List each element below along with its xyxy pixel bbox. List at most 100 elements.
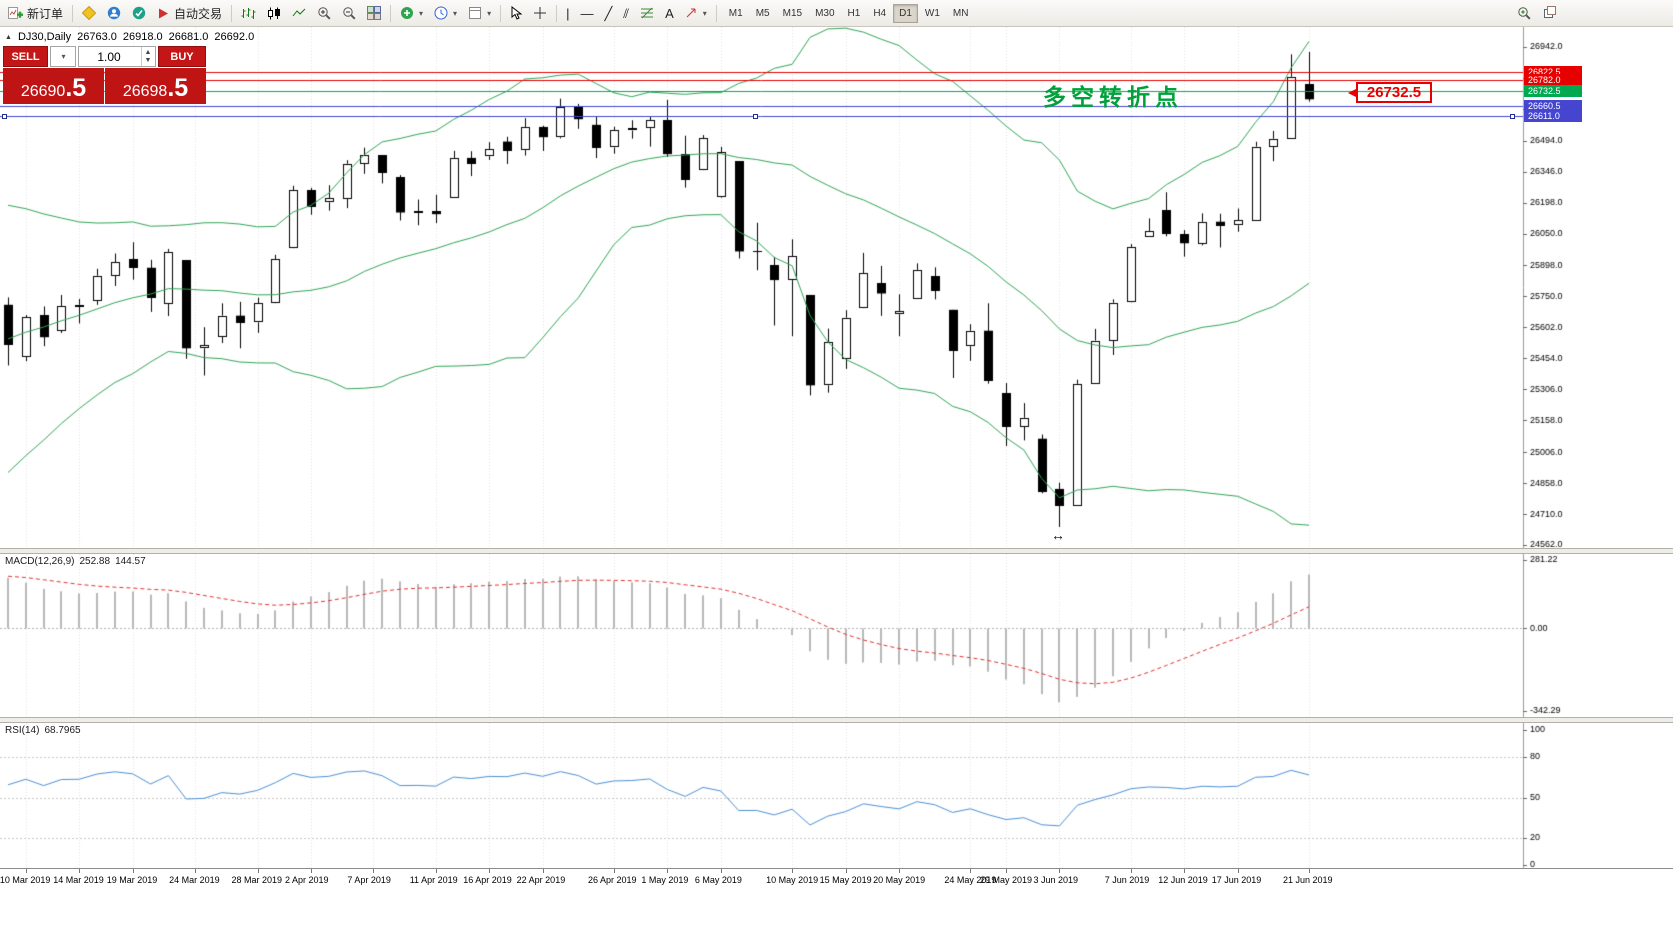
date-tick-mark: [614, 869, 615, 873]
volume-decrease-button[interactable]: ▼: [144, 56, 152, 64]
date-label: 26 Apr 2019: [587, 875, 637, 885]
main-chart-canvas[interactable]: [0, 27, 1673, 548]
new-order-label: 新订单: [27, 6, 64, 21]
date-tick-mark: [195, 869, 196, 873]
toolbar-separator: [556, 4, 558, 22]
date-label: 2 Apr 2019: [284, 875, 329, 885]
crosshair-button[interactable]: [528, 2, 552, 24]
metaeditor-icon: [82, 6, 97, 20]
price-callout-value: 26732.5: [1366, 84, 1422, 101]
date-tick-mark: [721, 869, 722, 873]
hline-drag-handle[interactable]: [1510, 113, 1515, 119]
callout-arrow-icon: [1348, 89, 1356, 97]
ohlc-low: 26681.0: [168, 31, 209, 43]
timeframe-button-m5[interactable]: M5: [750, 4, 776, 23]
vertical-line-tool-button[interactable]: |: [561, 2, 574, 24]
order-type-dropdown[interactable]: ▾: [50, 46, 76, 67]
auto-trading-button[interactable]: 自动交易: [152, 2, 227, 24]
volume-increase-button[interactable]: ▲: [144, 48, 152, 56]
timeframe-button-h1[interactable]: H1: [842, 4, 867, 23]
panel-splitter[interactable]: [0, 548, 1673, 554]
line-chart-button[interactable]: [287, 2, 311, 24]
toolbar-separator: [715, 4, 717, 22]
fibonacci-tool-button[interactable]: [635, 2, 659, 24]
community-button[interactable]: [102, 2, 126, 24]
macd-canvas[interactable]: [0, 554, 1673, 717]
bid-price-button[interactable]: 26690 .5: [3, 68, 104, 104]
timeframe-button-mn[interactable]: MN: [947, 4, 975, 23]
ohlc-close: 26692.0: [214, 31, 255, 43]
price-level-tag: 26732.5: [1524, 84, 1582, 97]
ask-price-button[interactable]: 26698 .5: [105, 68, 206, 104]
price-level-tag: 26782.0: [1524, 74, 1582, 87]
indicators-button[interactable]: ▾: [395, 2, 428, 24]
text-tool-button[interactable]: A: [660, 2, 679, 24]
timeframe-button-m15[interactable]: M15: [777, 4, 808, 23]
toolbar-separator: [390, 4, 392, 22]
channel-tool-button[interactable]: ⫽: [618, 2, 634, 24]
date-tick-mark: [899, 869, 900, 873]
date-label: 7 Jun 2019: [1104, 875, 1150, 885]
new-order-button[interactable]: 新订单: [3, 2, 68, 24]
zoom-out-button[interactable]: [337, 2, 361, 24]
date-tick-mark: [258, 869, 259, 873]
price-level-tag: 26611.0: [1524, 110, 1582, 123]
time-axis[interactable]: 10 Mar 2019 14 Mar 2019 19 Mar 2019 24 Mar …: [0, 868, 1673, 894]
metaeditor-button[interactable]: [77, 2, 101, 24]
bid-price-int: 26690: [20, 82, 66, 100]
date-label: 7 Apr 2019: [347, 875, 391, 885]
chart-collapse-icon[interactable]: ▲: [5, 33, 12, 41]
horizontal-line-tool-button[interactable]: —: [575, 2, 598, 24]
date-tick-mark: [311, 869, 312, 873]
buy-button[interactable]: BUY: [158, 46, 206, 67]
ask-price-frac: .5: [167, 74, 189, 102]
date-label: 29 May 2019: [980, 875, 1033, 885]
timeframe-button-m1[interactable]: M1: [723, 4, 749, 23]
text-tool-icon: A: [665, 5, 674, 21]
periods-button[interactable]: ▾: [429, 2, 462, 24]
cursor-arrow-icon: [510, 6, 523, 20]
chart-objects-button[interactable]: [1538, 2, 1562, 24]
zoom-out-icon: [342, 6, 356, 20]
templates-button[interactable]: ▾: [463, 2, 496, 24]
rsi-value: 68.7965: [44, 725, 81, 736]
date-label: 6 May 2019: [694, 875, 742, 885]
ask-price-int: 26698: [122, 82, 168, 100]
hline-drag-handle[interactable]: [753, 113, 758, 119]
panel-splitter[interactable]: [0, 717, 1673, 723]
toolbar-separator: [231, 4, 233, 22]
date-tick-mark: [543, 869, 544, 873]
date-tick-mark: [1131, 869, 1132, 873]
zoom-in-button[interactable]: [312, 2, 336, 24]
market-button[interactable]: [127, 2, 151, 24]
timeframe-button-h4[interactable]: H4: [867, 4, 892, 23]
volume-input[interactable]: [79, 47, 139, 66]
turning-point-text-annotation[interactable]: 多空转折点: [1043, 84, 1183, 110]
price-level-tag: 26660.5: [1524, 99, 1582, 112]
date-tick-mark: [1309, 869, 1310, 873]
cursor-button[interactable]: [505, 2, 527, 24]
trendline-tool-button[interactable]: ╱: [599, 2, 617, 24]
macd-title: MACD(12,26,9): [5, 556, 75, 567]
timeframe-button-d1[interactable]: D1: [893, 3, 918, 23]
date-tick-mark: [846, 869, 847, 873]
timeframe-button-m30[interactable]: M30: [809, 4, 840, 23]
hline-drag-handle[interactable]: [2, 113, 7, 119]
macd-signal-value: 144.57: [115, 556, 146, 567]
date-label: 10 Mar 2019: [0, 875, 51, 885]
sell-button[interactable]: SELL: [3, 46, 48, 67]
double-arrow-marker[interactable]: ↔: [1051, 527, 1065, 543]
macd-main-value: 252.88: [79, 556, 111, 567]
date-tick-mark: [373, 869, 374, 873]
symbol-ohlc-header: ▲ DJ30,Daily 26763.0 26918.0 26681.0 266…: [5, 31, 254, 43]
tile-windows-button[interactable]: [362, 2, 386, 24]
arrows-tool-button[interactable]: ▾: [680, 2, 712, 24]
candlestick-chart-button[interactable]: [262, 2, 286, 24]
rsi-canvas[interactable]: [0, 723, 1673, 868]
price-callout-box[interactable]: 26732.5: [1348, 82, 1432, 103]
symbol-search-button[interactable]: [1512, 2, 1536, 24]
timeframe-button-w1[interactable]: W1: [919, 4, 946, 23]
bar-chart-button[interactable]: [236, 2, 261, 24]
date-label: 24 Mar 2019: [169, 875, 220, 885]
